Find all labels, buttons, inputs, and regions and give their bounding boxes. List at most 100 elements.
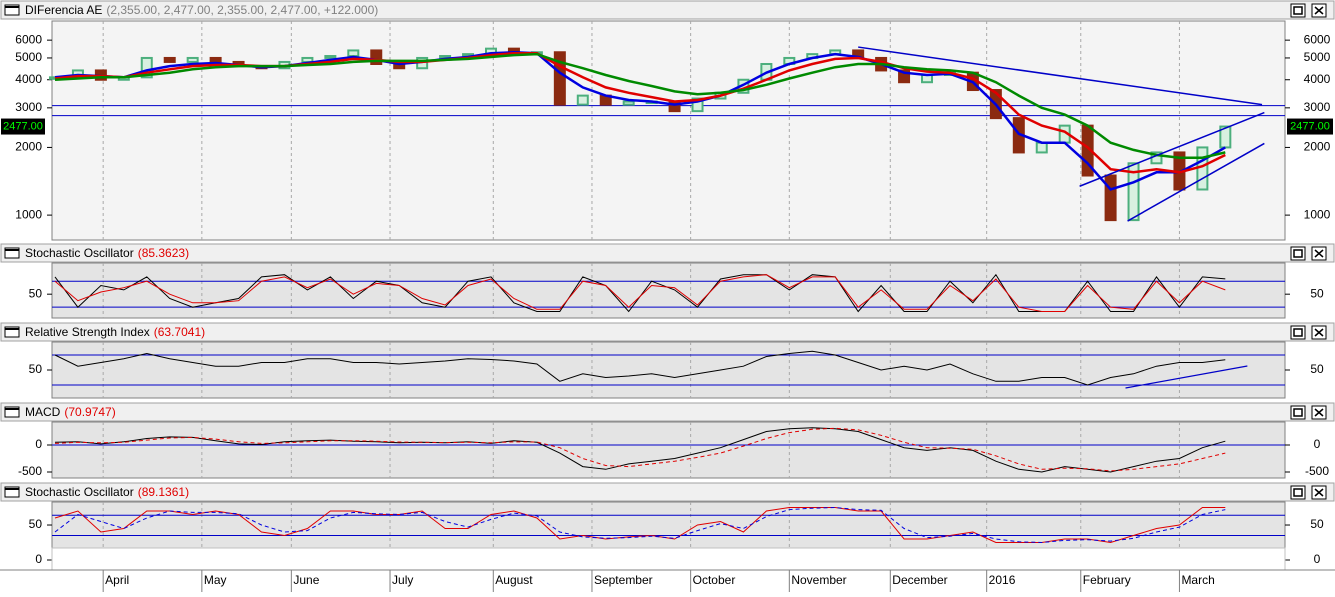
maximize-button[interactable] — [1290, 405, 1306, 420]
panel-title: Relative Strength Index (63.7041) — [25, 325, 205, 339]
y-tick-label: -500 — [18, 464, 42, 478]
series-line — [54, 52, 1226, 159]
trendline — [1079, 111, 1265, 187]
x-tick-label: July — [392, 573, 413, 587]
panel-title-name: Stochastic Oscillator — [25, 485, 134, 499]
candle — [1127, 162, 1140, 222]
trendline — [858, 46, 1263, 106]
x-tick-label: March — [1181, 573, 1214, 587]
maximize-button[interactable] — [1290, 3, 1306, 18]
y-tick-label: 50 — [1310, 362, 1324, 376]
candle — [140, 56, 153, 79]
close-icon — [1314, 249, 1324, 258]
plot-area — [51, 262, 1286, 319]
x-tick-label: December — [892, 573, 947, 587]
panel-title-name: MACD — [25, 405, 61, 419]
y-tick-label: 1000 — [15, 207, 42, 221]
panel-title-name: Relative Strength Index — [25, 325, 150, 339]
price-tag — [1, 118, 45, 135]
y-tick-label: 50 — [1310, 286, 1324, 300]
candle — [163, 56, 176, 63]
series-line — [54, 427, 1226, 472]
plot-area — [51, 20, 1286, 241]
y-tick-label: 50 — [29, 286, 43, 300]
y-tick-label: 0 — [35, 437, 42, 451]
candle — [370, 49, 383, 65]
y-tick-label: 4000 — [1304, 72, 1331, 86]
y-tick-label: -500 — [1305, 464, 1329, 478]
close-icon — [1314, 6, 1324, 15]
panel-title-value: (2,355.00, 2,477.00, 2,355.00, 2,477.00,… — [106, 3, 378, 17]
y-tick-label: 50 — [29, 362, 43, 376]
series-line — [54, 507, 1226, 544]
panel-title-value: (85.3623) — [138, 246, 189, 260]
y-tick-label: 0 — [1314, 552, 1321, 566]
series-line — [54, 427, 1226, 473]
panel-icon — [4, 486, 20, 498]
panel-title: DIFerencia AE (2,355.00, 2,477.00, 2,355.… — [25, 3, 378, 17]
panel-title-value: (63.7041) — [154, 325, 205, 339]
candle — [347, 49, 360, 58]
candle — [691, 97, 704, 113]
title-bar — [0, 322, 1335, 342]
panel-icon — [4, 247, 20, 259]
series-line — [54, 350, 1226, 386]
close-icon — [1314, 488, 1324, 497]
y-tick-label: 3000 — [15, 100, 42, 114]
y-tick-label: 3000 — [1304, 100, 1331, 114]
y-tick-label: 2000 — [15, 140, 42, 154]
title-bar — [0, 243, 1335, 263]
y-tick-label: 6000 — [1304, 32, 1331, 46]
maximize-icon — [1293, 488, 1303, 497]
y-tick-label: 0 — [1314, 437, 1321, 451]
x-tick-label: 2016 — [989, 573, 1016, 587]
close-icon — [1314, 328, 1324, 337]
panel-title-name: Stochastic Oscillator — [25, 246, 134, 260]
maximize-button[interactable] — [1290, 325, 1306, 340]
panel-title-value: (89.1361) — [138, 485, 189, 499]
price-tag-label: 2477.00 — [1290, 120, 1330, 132]
panel-title-value: (70.9747) — [64, 405, 115, 419]
title-bar — [0, 0, 1335, 20]
close-icon — [1314, 408, 1324, 417]
candle — [1219, 125, 1232, 149]
candle — [1035, 141, 1048, 154]
series-line — [54, 274, 1226, 312]
y-tick-label: 0 — [35, 552, 42, 566]
y-tick-label: 4000 — [15, 72, 42, 86]
y-tick-label: 6000 — [15, 32, 42, 46]
y-tick-label: 5000 — [15, 50, 42, 64]
panel-title: Stochastic Oscillator (89.1361) — [25, 485, 189, 499]
maximize-icon — [1293, 6, 1303, 15]
x-tick-label: September — [594, 573, 653, 587]
panel-icon — [4, 4, 20, 16]
price-tag — [1287, 118, 1333, 135]
panel-icon — [4, 326, 20, 338]
candle — [622, 100, 635, 106]
y-tick-label: 50 — [29, 517, 43, 531]
candle — [576, 94, 589, 106]
maximize-button[interactable] — [1290, 246, 1306, 261]
candle — [186, 56, 199, 63]
title-bar — [0, 402, 1335, 422]
panel-icon — [4, 406, 20, 418]
panel-title: Stochastic Oscillator (85.3623) — [25, 246, 189, 260]
maximize-button[interactable] — [1290, 485, 1306, 500]
y-tick-label: 1000 — [1304, 207, 1331, 221]
title-bar — [0, 482, 1335, 502]
x-tick-label: February — [1083, 573, 1131, 587]
maximize-icon — [1293, 249, 1303, 258]
panel-title-name: DIFerencia AE — [25, 3, 102, 17]
candle — [553, 51, 566, 106]
maximize-icon — [1293, 328, 1303, 337]
price-tag-label: 2477.00 — [3, 120, 43, 132]
candle — [1104, 174, 1117, 222]
x-tick-label: October — [693, 573, 736, 587]
panel-title: MACD (70.9747) — [25, 405, 116, 419]
candle — [898, 69, 911, 84]
x-tick-label: April — [105, 573, 129, 587]
trendline — [1125, 365, 1248, 389]
y-tick-label: 2000 — [1304, 140, 1331, 154]
